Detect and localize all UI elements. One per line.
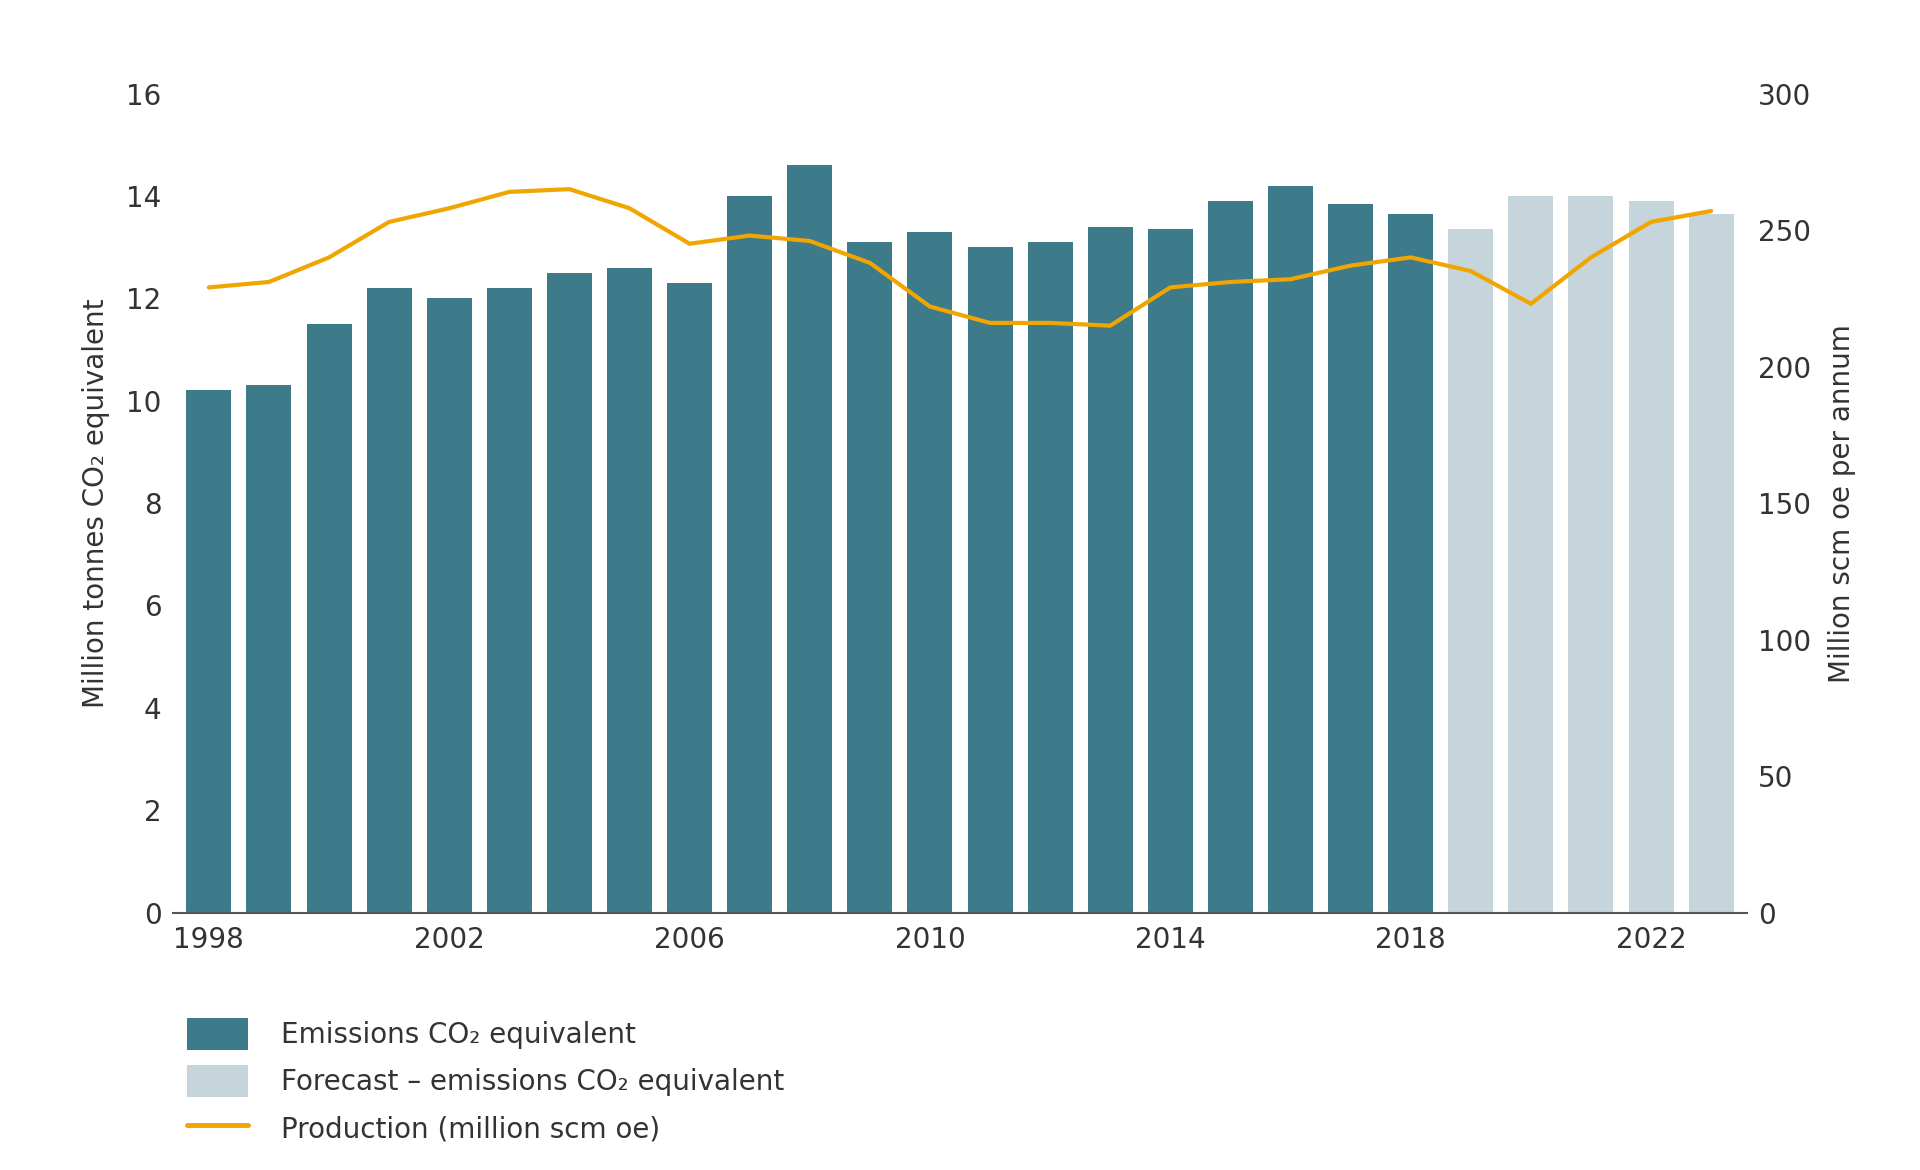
Bar — [367, 288, 411, 913]
Bar — [847, 242, 893, 913]
Y-axis label: Million scm oe per annum: Million scm oe per annum — [1828, 324, 1857, 682]
Bar — [426, 298, 472, 913]
Bar — [1388, 214, 1432, 913]
Bar — [1027, 242, 1073, 913]
Y-axis label: Million tonnes CO₂ equivalent: Million tonnes CO₂ equivalent — [83, 298, 109, 708]
Bar — [1208, 201, 1254, 913]
Bar — [728, 197, 772, 913]
Bar — [968, 247, 1012, 913]
Bar — [1628, 201, 1674, 913]
Bar — [1089, 227, 1133, 913]
Bar — [666, 283, 712, 913]
Bar — [186, 391, 232, 913]
Bar — [246, 385, 292, 913]
Bar — [787, 165, 831, 913]
Bar — [607, 268, 653, 913]
Legend: Emissions CO₂ equivalent, Forecast – emissions CO₂ equivalent, Production (milli: Emissions CO₂ equivalent, Forecast – emi… — [186, 1018, 785, 1144]
Bar — [1148, 229, 1192, 913]
Bar — [307, 324, 351, 913]
Bar — [1688, 214, 1734, 913]
Bar — [1448, 229, 1494, 913]
Bar — [1267, 186, 1313, 913]
Bar — [547, 273, 591, 913]
Bar — [1569, 197, 1613, 913]
Bar — [908, 232, 952, 913]
Bar — [488, 288, 532, 913]
Bar — [1509, 197, 1553, 913]
Bar — [1329, 204, 1373, 913]
